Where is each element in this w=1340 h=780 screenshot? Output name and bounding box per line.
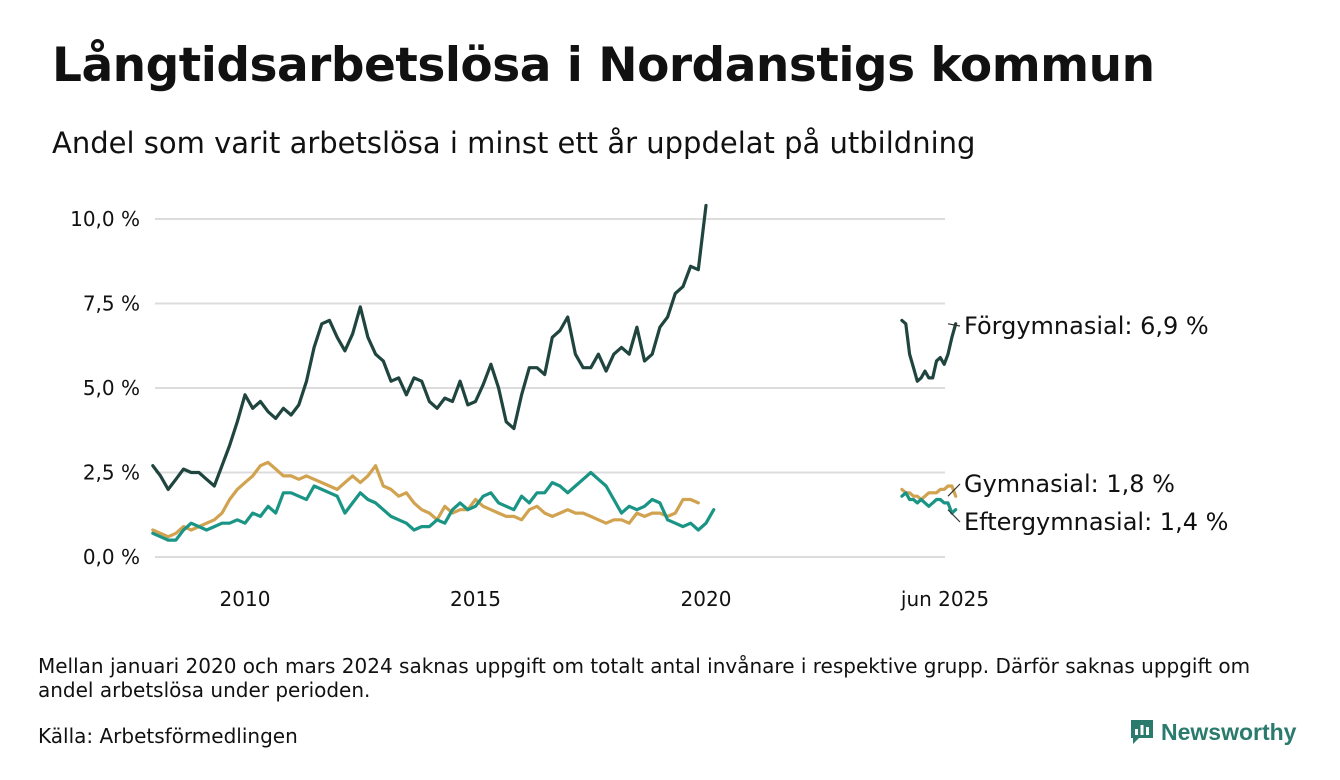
y-tick-label: 7,5 % [83,292,140,316]
series-lines [151,203,958,542]
end-label: Eftergymnasial: 1,4 % [964,508,1228,536]
y-tick-label: 0,0 % [83,545,140,569]
footnote: Mellan januari 2020 och mars 2024 saknas… [38,654,1251,702]
x-tick-label: 2015 [450,587,501,611]
y-tick-label: 5,0 % [83,376,140,400]
x-tick-label: 2020 [681,587,732,611]
end-label: Förgymnasial: 6,9 % [964,312,1209,340]
series-line [151,203,708,491]
brand-name: Newsworthy [1161,718,1297,745]
chart-title: Långtidsarbetslösa i Nordanstigs kommun [52,38,1155,93]
line-chart: 0,0 % 2,5 % 5,0 % 7,5 % 10,0 % 2010 2015 2020 j… [70,203,1228,611]
series-förgymnasial [151,203,958,491]
end-label-leader [947,323,961,327]
gridlines [155,218,945,558]
series-line [151,470,716,542]
end-label-leader [947,509,961,523]
source-credit: Källa: Arbetsförmedlingen [38,724,298,748]
y-axis-ticks: 0,0 % 2,5 % 5,0 % 7,5 % 10,0 % [70,207,140,569]
brand-logo[interactable]: Newsworthy [1129,718,1296,746]
x-axis-ticks: 2010 2015 2020 jun 2025 [220,587,990,611]
y-tick-label: 10,0 % [70,207,140,231]
series-end-labels: Förgymnasial: 6,9 % Gymnasial: 1,8 % Efter… [947,312,1228,536]
y-tick-label: 2,5 % [83,461,140,485]
newsworthy-logo-icon [1131,720,1153,744]
series-line [900,484,958,502]
series-eftergymnasial [151,470,958,542]
chart-subtitle: Andel som varit arbetslösa i minst ett å… [52,126,976,160]
series-line [151,460,700,539]
series-line [900,491,958,515]
series-gymnasial [151,460,958,539]
end-label: Gymnasial: 1,8 % [964,470,1175,498]
end-label-leader [947,483,961,497]
x-tick-label: jun 2025 [900,587,989,611]
x-tick-label: 2010 [220,587,271,611]
series-line [900,318,958,383]
